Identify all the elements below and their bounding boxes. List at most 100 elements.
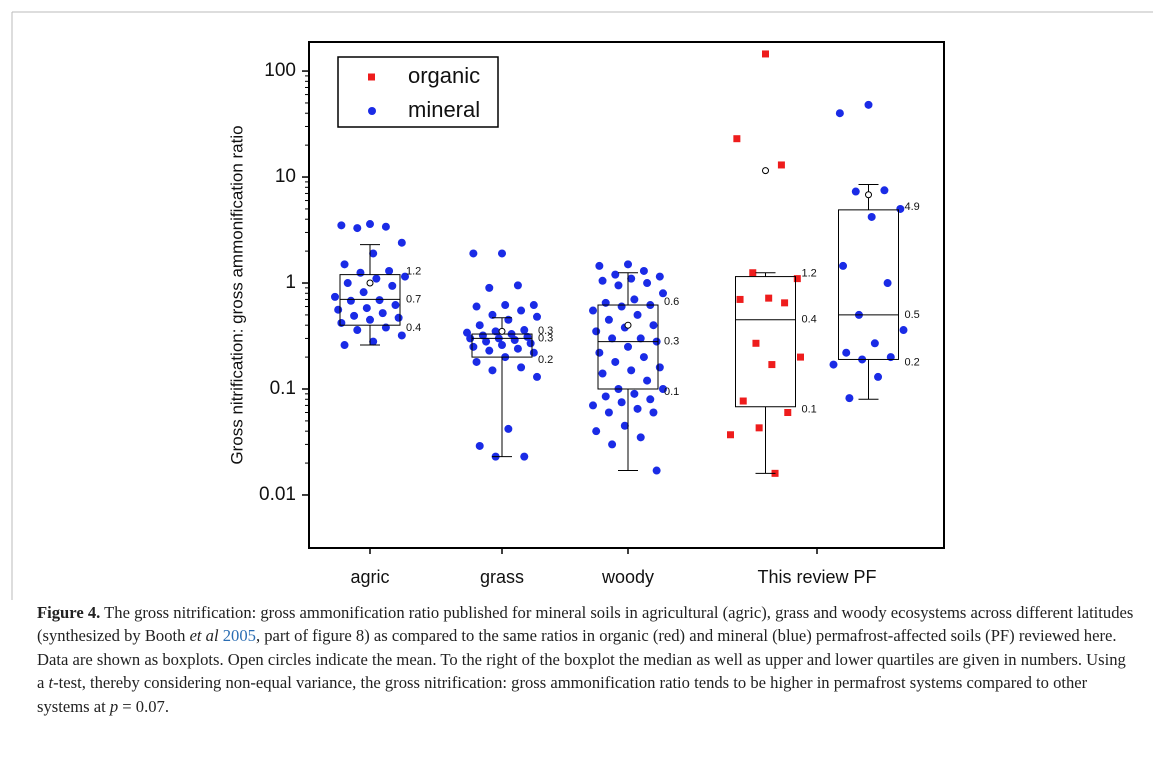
data-point	[624, 342, 632, 351]
stat-label: 0.4	[802, 314, 817, 326]
data-point	[498, 341, 506, 350]
data-point	[520, 452, 529, 461]
data-point	[397, 238, 406, 247]
data-point	[880, 186, 889, 195]
data-point	[589, 401, 597, 410]
data-point	[375, 296, 384, 305]
data-point	[899, 326, 908, 335]
data-point	[620, 421, 629, 430]
caption-italic: t	[48, 673, 54, 693]
caption-italic: p	[109, 696, 119, 716]
data-point	[369, 249, 378, 258]
data-point	[896, 204, 905, 213]
data-point	[835, 109, 844, 118]
x-tick-label: agric	[350, 567, 389, 587]
data-point	[655, 363, 664, 372]
x-tick-label: This review PF	[757, 567, 876, 587]
legend-label: organic	[408, 63, 480, 88]
caption-text: -test, thereby considering non-equal var…	[37, 673, 1088, 716]
data-point	[510, 335, 519, 344]
caption-text: The gross nitrification: gross ammonific…	[37, 603, 1134, 646]
data-point	[601, 392, 610, 401]
x-tick-label: woody	[601, 567, 654, 587]
stat-label: 0.1	[802, 404, 817, 416]
mean-marker	[762, 167, 769, 175]
data-point	[636, 334, 645, 343]
data-point	[598, 276, 607, 285]
legend-marker	[368, 107, 376, 115]
data-point	[883, 279, 892, 288]
data-point	[475, 321, 484, 330]
data-point	[359, 288, 368, 297]
data-point	[727, 431, 734, 439]
data-point	[337, 221, 346, 230]
legend-marker	[368, 73, 375, 81]
data-point	[864, 100, 873, 109]
mean-marker	[865, 191, 872, 199]
stat-label: 1.2	[802, 267, 817, 279]
data-point	[369, 337, 378, 346]
data-point	[765, 294, 773, 302]
stat-label: 0.3	[538, 325, 553, 337]
stat-label: 0.4	[406, 322, 421, 334]
mean-marker	[624, 321, 632, 329]
data-point	[624, 260, 632, 269]
data-point	[378, 309, 387, 318]
data-point	[388, 281, 397, 290]
stat-label: 0.2	[905, 356, 920, 368]
data-point	[777, 161, 785, 169]
data-point	[340, 341, 349, 350]
data-point	[485, 283, 494, 292]
figure: Gross nitrification: gross ammonificatio…	[11, 11, 1153, 600]
stat-label: 0.5	[905, 309, 920, 321]
data-point	[649, 321, 658, 330]
data-point	[526, 339, 535, 348]
caption-text: , part of figure 8) as compared to the s…	[37, 626, 1126, 693]
data-point	[608, 334, 617, 343]
data-point	[513, 344, 522, 353]
x-tick-label: grass	[480, 567, 524, 587]
citation-link[interactable]: 2005	[222, 626, 256, 646]
data-point	[867, 212, 876, 221]
data-point	[595, 261, 604, 270]
data-point	[529, 348, 538, 357]
data-point	[627, 274, 636, 283]
y-tick-label: 10	[275, 166, 296, 187]
data-point	[533, 372, 541, 381]
data-point	[589, 306, 597, 315]
data-point	[797, 353, 804, 361]
data-point	[592, 327, 601, 336]
y-tick-label: 100	[264, 60, 296, 81]
data-point	[627, 366, 636, 375]
data-point	[652, 466, 661, 475]
data-point	[366, 220, 374, 229]
y-axis-label: Gross nitrification: gross ammonificatio…	[227, 125, 246, 464]
data-point	[501, 301, 510, 310]
data-point	[391, 301, 400, 310]
data-point	[793, 275, 801, 283]
data-point	[353, 326, 362, 335]
data-point	[504, 315, 513, 324]
stat-label: 0.1	[664, 386, 679, 398]
y-tick-label: 1	[285, 272, 296, 293]
data-point	[356, 268, 365, 277]
data-point	[485, 346, 494, 355]
stat-label: 0.6	[664, 296, 679, 308]
data-point	[475, 441, 484, 450]
data-point	[592, 427, 601, 436]
data-point	[643, 376, 652, 385]
mean-marker	[366, 279, 374, 287]
data-point	[595, 348, 604, 357]
data-point	[337, 318, 346, 327]
data-point	[649, 408, 658, 417]
data-point	[488, 366, 497, 375]
data-point	[639, 353, 648, 362]
stat-label: 0.7	[406, 293, 421, 305]
data-point	[633, 404, 642, 413]
y-tick-label: 0.1	[270, 378, 296, 399]
data-point	[362, 304, 371, 313]
data-point	[488, 310, 497, 319]
data-point	[736, 295, 744, 303]
stat-label: 1.2	[406, 266, 421, 278]
data-point	[617, 398, 626, 407]
